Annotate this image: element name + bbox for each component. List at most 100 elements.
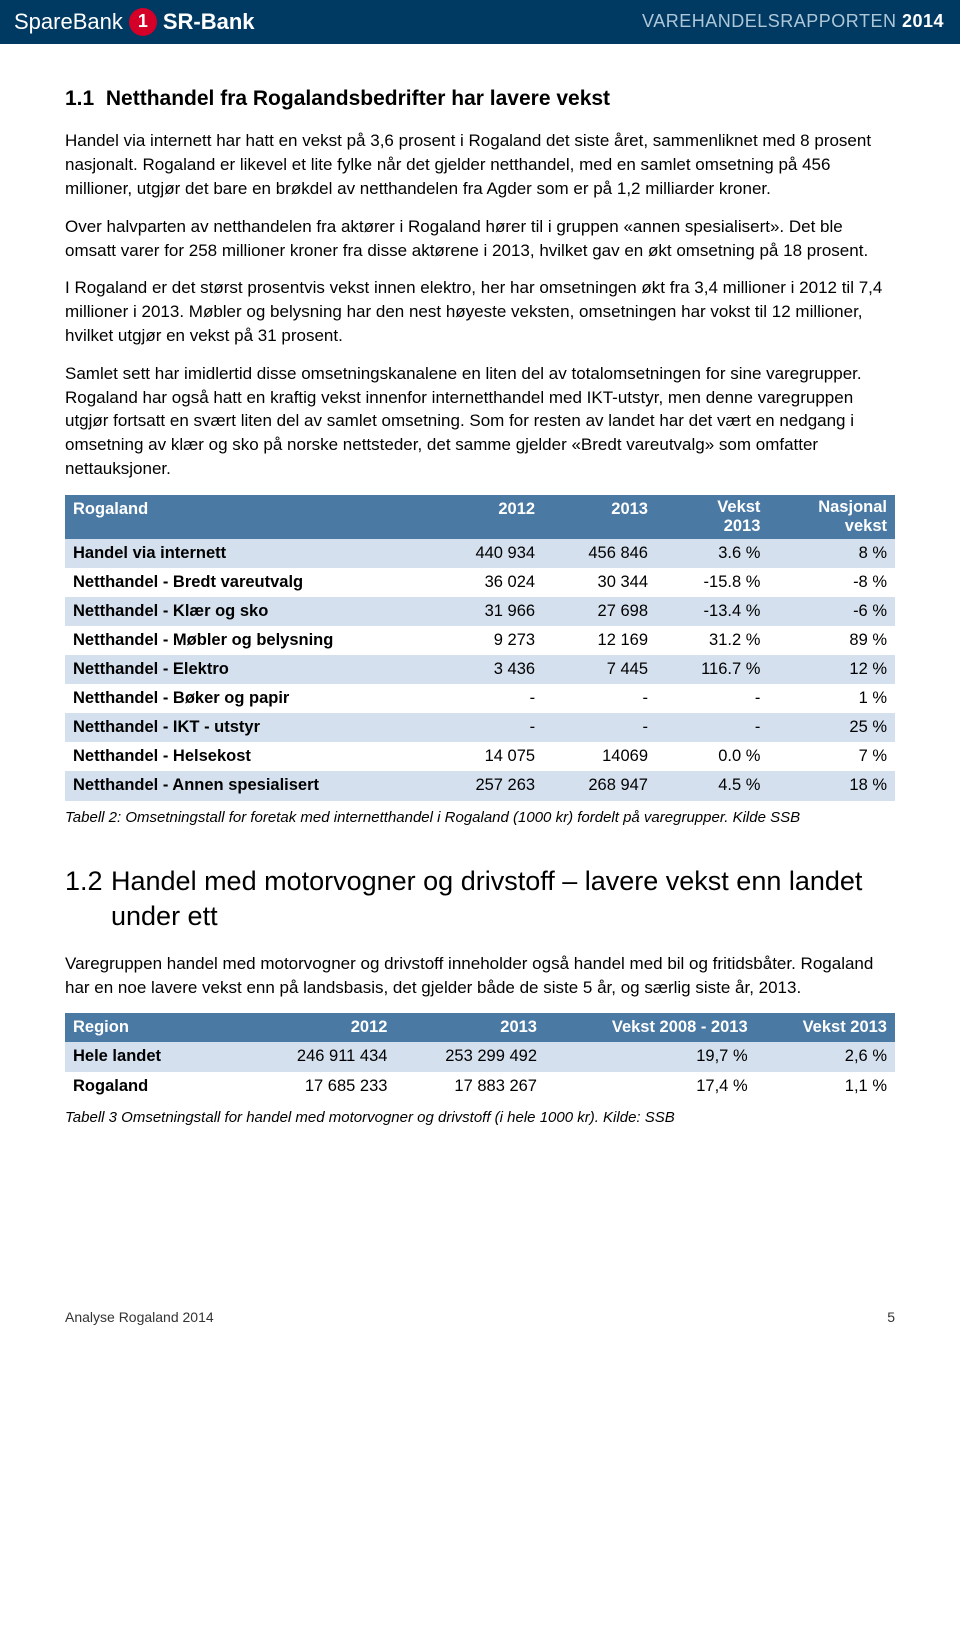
table-cell: Netthandel - Klær og sko <box>65 597 430 626</box>
table-cell: 1 % <box>768 684 895 713</box>
table-row: Hele landet246 911 434253 299 49219,7 %2… <box>65 1042 895 1071</box>
col-vekst-2008-2013: Vekst 2008 - 2013 <box>545 1013 756 1042</box>
table-cell: 0.0 % <box>656 742 768 771</box>
table-cell: 19,7 % <box>545 1042 756 1071</box>
table2-caption: Tabell 3 Omsetningstall for handel med m… <box>65 1107 895 1128</box>
netthandel-table: Rogaland 2012 2013 Vekst2013 Nasjonalvek… <box>65 495 895 801</box>
table-cell: 3 436 <box>430 655 543 684</box>
table-row: Netthandel - Bøker og papir---1 % <box>65 684 895 713</box>
table-cell: 253 299 492 <box>395 1042 545 1071</box>
table-cell: Rogaland <box>65 1072 248 1101</box>
table-cell: 14 075 <box>430 742 543 771</box>
table-cell: - <box>543 713 656 742</box>
table-cell: - <box>430 713 543 742</box>
table-cell: 8 % <box>768 539 895 568</box>
table-cell: 246 911 434 <box>248 1042 396 1071</box>
table-cell: 17 883 267 <box>395 1072 545 1101</box>
table-row: Netthandel - Møbler og belysning9 27312 … <box>65 626 895 655</box>
col-region: Region <box>65 1013 248 1042</box>
section-title: Netthandel fra Rogalandsbedrifter har la… <box>106 87 610 110</box>
table-cell: 268 947 <box>543 771 656 800</box>
table-cell: Hele landet <box>65 1042 248 1071</box>
table-cell: -8 % <box>768 568 895 597</box>
brand-block: SpareBank 1 SR-Bank <box>0 0 255 44</box>
table-row: Netthandel - Annen spesialisert257 26326… <box>65 771 895 800</box>
col-nasjonal-vekst: Nasjonalvekst <box>768 495 895 539</box>
section-1-2-heading: 1.2 Handel med motorvogner og drivstoff … <box>65 864 895 934</box>
col-vekst-2013: Vekst2013 <box>656 495 768 539</box>
table-cell: 17 685 233 <box>248 1072 396 1101</box>
col-rogaland: Rogaland <box>65 495 430 539</box>
table-cell: 440 934 <box>430 539 543 568</box>
table-cell: 30 344 <box>543 568 656 597</box>
table-cell: Netthandel - Annen spesialisert <box>65 771 430 800</box>
table-cell: 7 % <box>768 742 895 771</box>
table-cell: 456 846 <box>543 539 656 568</box>
table-cell: Netthandel - Helsekost <box>65 742 430 771</box>
table-cell: 7 445 <box>543 655 656 684</box>
table-row: Netthandel - Klær og sko31 96627 698-13.… <box>65 597 895 626</box>
page-footer: Analyse Rogaland 2014 5 <box>0 1308 960 1358</box>
col-2012: 2012 <box>248 1013 396 1042</box>
table-row: Handel via internett440 934456 8463.6 %8… <box>65 539 895 568</box>
section-1-1-para-1: Handel via internett har hatt en vekst p… <box>65 129 895 200</box>
col-2013: 2013 <box>543 495 656 539</box>
section-1-1-para-3: I Rogaland er det størst prosentvis veks… <box>65 276 895 347</box>
table-cell: Netthandel - Elektro <box>65 655 430 684</box>
brand-circle-icon: 1 <box>129 8 157 36</box>
table-cell: Netthandel - Møbler og belysning <box>65 626 430 655</box>
page-content: 1.1 Netthandel fra Rogalandsbedrifter ha… <box>0 44 960 1188</box>
table-cell: -13.4 % <box>656 597 768 626</box>
section-1-1-para-2: Over halvparten av netthandelen fra aktø… <box>65 215 895 263</box>
table-cell: 89 % <box>768 626 895 655</box>
section-1-2-para-1: Varegruppen handel med motorvogner og dr… <box>65 952 895 1000</box>
col-vekst-2013: Vekst 2013 <box>756 1013 895 1042</box>
table-cell: 116.7 % <box>656 655 768 684</box>
report-header: SpareBank 1 SR-Bank VAREHANDELSRAPPORTEN… <box>0 0 960 44</box>
table-cell: 31 966 <box>430 597 543 626</box>
table-cell: 12 % <box>768 655 895 684</box>
table-cell: 27 698 <box>543 597 656 626</box>
brand-text-sparebank: SpareBank <box>14 7 123 38</box>
table-row: Netthandel - Helsekost14 075140690.0 %7 … <box>65 742 895 771</box>
table-row: Netthandel - Bredt vareutvalg36 02430 34… <box>65 568 895 597</box>
report-title-thin: VAREHANDELSRAPPORTEN <box>642 11 902 31</box>
section-1-1-para-4: Samlet sett har imidlertid disse omsetni… <box>65 362 895 481</box>
table-row: Rogaland17 685 23317 883 26717,4 %1,1 % <box>65 1072 895 1101</box>
table-cell: 36 024 <box>430 568 543 597</box>
report-title-year: 2014 <box>902 11 944 31</box>
section-1-1-heading: 1.1 Netthandel fra Rogalandsbedrifter ha… <box>65 84 895 113</box>
table-cell: 9 273 <box>430 626 543 655</box>
motorvogner-table: Region 2012 2013 Vekst 2008 - 2013 Vekst… <box>65 1013 895 1100</box>
table-cell: - <box>656 713 768 742</box>
col-2013: 2013 <box>395 1013 545 1042</box>
report-title: VAREHANDELSRAPPORTEN 2014 <box>642 9 944 34</box>
section-number: 1.2 <box>65 864 111 934</box>
table-header-row: Rogaland 2012 2013 Vekst2013 Nasjonalvek… <box>65 495 895 539</box>
footer-left: Analyse Rogaland 2014 <box>65 1308 214 1328</box>
table-cell: 31.2 % <box>656 626 768 655</box>
table-cell: 14069 <box>543 742 656 771</box>
table-cell: 12 169 <box>543 626 656 655</box>
table-cell: 25 % <box>768 713 895 742</box>
table-row: Netthandel - IKT - utstyr---25 % <box>65 713 895 742</box>
table-cell: 4.5 % <box>656 771 768 800</box>
table-cell: Netthandel - Bredt vareutvalg <box>65 568 430 597</box>
table-cell: 17,4 % <box>545 1072 756 1101</box>
footer-page-number: 5 <box>887 1308 895 1328</box>
table-cell: 3.6 % <box>656 539 768 568</box>
table-cell: Netthandel - IKT - utstyr <box>65 713 430 742</box>
table-cell: -15.8 % <box>656 568 768 597</box>
section-title: Handel med motorvogner og drivstoff – la… <box>111 864 895 934</box>
section-number: 1.1 <box>65 87 94 110</box>
table-cell: Handel via internett <box>65 539 430 568</box>
table-cell: 257 263 <box>430 771 543 800</box>
table-cell: - <box>430 684 543 713</box>
table-cell: 18 % <box>768 771 895 800</box>
table1-caption: Tabell 2: Omsetningstall for foretak med… <box>65 807 895 828</box>
brand-text-srbank: SR-Bank <box>163 7 255 38</box>
col-2012: 2012 <box>430 495 543 539</box>
table-header-row: Region 2012 2013 Vekst 2008 - 2013 Vekst… <box>65 1013 895 1042</box>
table-cell: 2,6 % <box>756 1042 895 1071</box>
table-cell: - <box>543 684 656 713</box>
